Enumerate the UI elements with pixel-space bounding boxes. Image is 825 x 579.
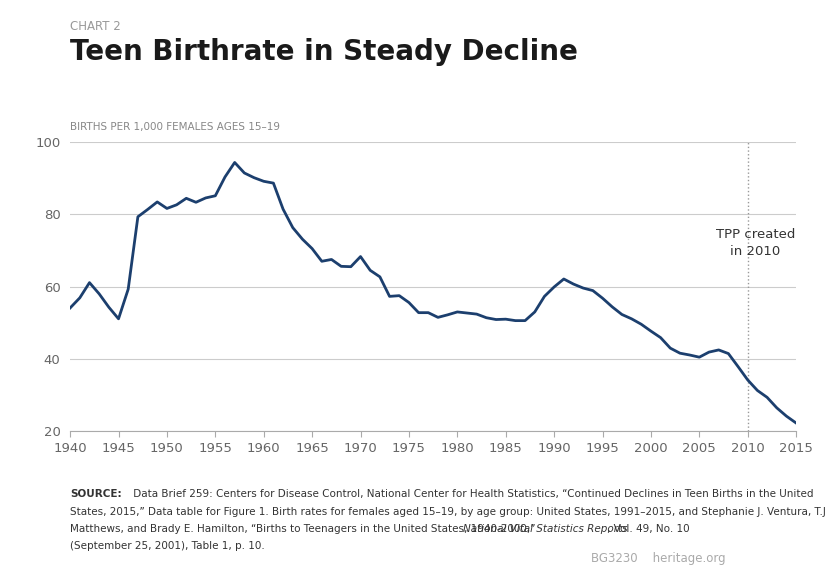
Text: TPP created
in 2010: TPP created in 2010: [716, 228, 795, 258]
Text: CHART 2: CHART 2: [70, 20, 121, 33]
Text: BG3230    heritage.org: BG3230 heritage.org: [592, 552, 726, 565]
Text: National Vital Statistics Reports: National Vital Statistics Reports: [463, 524, 627, 534]
Text: States, 2015,” Data table for Figure 1. Birth rates for females aged 15–19, by a: States, 2015,” Data table for Figure 1. …: [70, 507, 825, 516]
Text: Teen Birthrate in Steady Decline: Teen Birthrate in Steady Decline: [70, 38, 578, 65]
Text: (September 25, 2001), Table 1, p. 10.: (September 25, 2001), Table 1, p. 10.: [70, 541, 265, 551]
Text: , Vol. 49, No. 10: , Vol. 49, No. 10: [607, 524, 690, 534]
Text: BIRTHS PER 1,000 FEMALES AGES 15–19: BIRTHS PER 1,000 FEMALES AGES 15–19: [70, 122, 280, 131]
Text: Data Brief 259: Centers for Disease Control, National Center for Health Statisti: Data Brief 259: Centers for Disease Cont…: [130, 489, 813, 499]
Text: SOURCE:: SOURCE:: [70, 489, 122, 499]
Text: Matthews, and Brady E. Hamilton, “Births to Teenagers in the United States, 1940: Matthews, and Brady E. Hamilton, “Births…: [70, 524, 539, 534]
